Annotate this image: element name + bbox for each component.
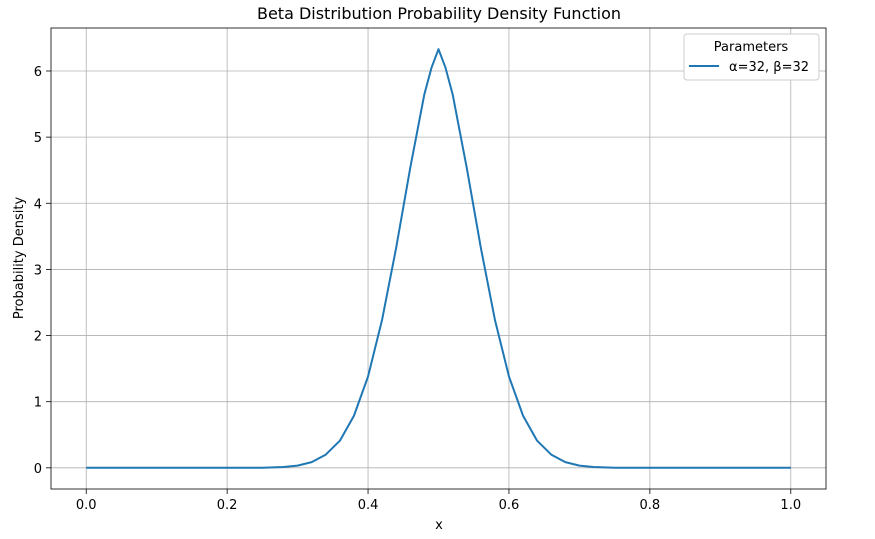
legend-entry-label: α=32, β=32 <box>729 60 809 75</box>
x-tick-label: 0.4 <box>358 498 379 513</box>
x-tick-label: 1.0 <box>780 498 801 513</box>
legend: Parameters α=32, β=32 <box>683 33 820 81</box>
y-tick-label: 5 <box>34 131 42 146</box>
y-tick-label: 0 <box>34 462 42 477</box>
y-axis-ticks: 0 1 2 3 4 5 6 <box>34 65 51 477</box>
x-tick-label: 0.8 <box>640 498 661 513</box>
legend-box <box>683 33 820 81</box>
y-tick-label: 6 <box>34 65 42 80</box>
axes-spines <box>50 27 827 490</box>
x-tick-label: 0.0 <box>76 498 97 513</box>
x-axis-label: x <box>435 518 443 533</box>
y-tick-label: 4 <box>34 197 42 212</box>
y-tick-label: 2 <box>34 330 42 345</box>
series-layer <box>86 48 791 469</box>
axes-frame <box>50 27 827 490</box>
x-tick-label: 0.2 <box>217 498 238 513</box>
y-tick-label: 1 <box>34 396 42 411</box>
series-line-beta-pdf <box>86 48 791 469</box>
x-tick-label: 0.6 <box>499 498 520 513</box>
y-tick-label: 3 <box>34 263 42 278</box>
chart-title: Beta Distribution Probability Density Fu… <box>257 4 621 23</box>
y-axis-label: Probability Density <box>12 197 27 320</box>
x-axis-ticks: 0.0 0.2 0.4 0.6 0.8 1.0 <box>76 489 801 513</box>
legend-title: Parameters <box>714 40 789 55</box>
